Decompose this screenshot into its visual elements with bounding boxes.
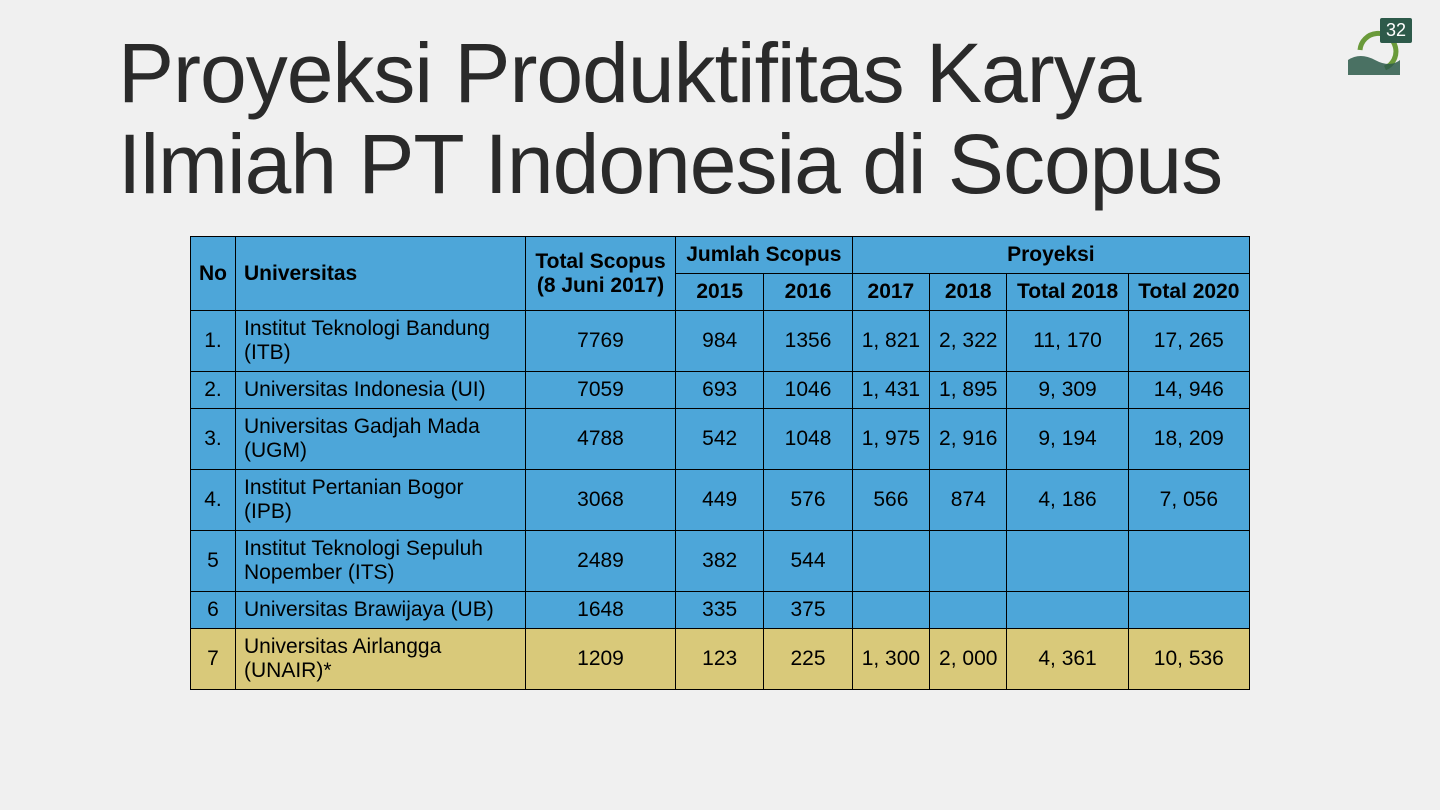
cell-2015: 382 bbox=[676, 531, 764, 592]
cell-2017: 1, 821 bbox=[852, 311, 929, 372]
cell-universitas: Universitas Airlangga (UNAIR)* bbox=[236, 629, 526, 690]
cell-universitas: Institut Teknologi Bandung (ITB) bbox=[236, 311, 526, 372]
cell-total: 3068 bbox=[526, 470, 676, 531]
cell-no: 7 bbox=[191, 629, 236, 690]
col-2015: 2015 bbox=[676, 274, 764, 311]
cell-total-2018 bbox=[1007, 592, 1128, 629]
cell-total-2018: 11, 170 bbox=[1007, 311, 1128, 372]
cell-total-2020: 18, 209 bbox=[1128, 409, 1249, 470]
table-row: 4.Institut Pertanian Bogor (IPB)30684495… bbox=[191, 470, 1250, 531]
cell-no: 6 bbox=[191, 592, 236, 629]
cell-universitas: Universitas Gadjah Mada (UGM) bbox=[236, 409, 526, 470]
cell-2018 bbox=[930, 531, 1007, 592]
cell-total-2018: 4, 361 bbox=[1007, 629, 1128, 690]
table-row: 3.Universitas Gadjah Mada (UGM)478854210… bbox=[191, 409, 1250, 470]
data-table: No Universitas Total Scopus (8 Juni 2017… bbox=[190, 236, 1250, 690]
cell-2016: 544 bbox=[764, 531, 852, 592]
cell-total: 7059 bbox=[526, 372, 676, 409]
col-total-scopus: Total Scopus (8 Juni 2017) bbox=[526, 237, 676, 311]
cell-2018: 874 bbox=[930, 470, 1007, 531]
cell-no: 5 bbox=[191, 531, 236, 592]
cell-2017: 1, 300 bbox=[852, 629, 929, 690]
cell-total: 4788 bbox=[526, 409, 676, 470]
cell-2016: 576 bbox=[764, 470, 852, 531]
cell-total: 7769 bbox=[526, 311, 676, 372]
cell-2016: 225 bbox=[764, 629, 852, 690]
cell-2018: 2, 322 bbox=[930, 311, 1007, 372]
cell-2015: 542 bbox=[676, 409, 764, 470]
cell-2015: 335 bbox=[676, 592, 764, 629]
cell-2016: 1046 bbox=[764, 372, 852, 409]
cell-total-2020: 10, 536 bbox=[1128, 629, 1249, 690]
cell-total-2020: 14, 946 bbox=[1128, 372, 1249, 409]
cell-total-2018: 9, 194 bbox=[1007, 409, 1128, 470]
cell-2017: 1, 431 bbox=[852, 372, 929, 409]
col-universitas: Universitas bbox=[236, 237, 526, 311]
cell-no: 1. bbox=[191, 311, 236, 372]
cell-total-2020 bbox=[1128, 592, 1249, 629]
table-row: 5Institut Teknologi Sepuluh Nopember (IT… bbox=[191, 531, 1250, 592]
cell-2015: 984 bbox=[676, 311, 764, 372]
table-row: 2.Universitas Indonesia (UI)705969310461… bbox=[191, 372, 1250, 409]
page-title: Proyeksi Produktifitas Karya Ilmiah PT I… bbox=[118, 28, 1318, 209]
cell-2018: 2, 916 bbox=[930, 409, 1007, 470]
cell-total: 1648 bbox=[526, 592, 676, 629]
cell-2017 bbox=[852, 592, 929, 629]
cell-2015: 693 bbox=[676, 372, 764, 409]
cell-total-2020 bbox=[1128, 531, 1249, 592]
cell-universitas: Universitas Indonesia (UI) bbox=[236, 372, 526, 409]
col-group-jumlah: Jumlah Scopus bbox=[676, 237, 853, 274]
col-2016: 2016 bbox=[764, 274, 852, 311]
cell-total-2018: 4, 186 bbox=[1007, 470, 1128, 531]
cell-2018: 2, 000 bbox=[930, 629, 1007, 690]
cell-2018 bbox=[930, 592, 1007, 629]
cell-2015: 123 bbox=[676, 629, 764, 690]
cell-total: 1209 bbox=[526, 629, 676, 690]
cell-2017: 566 bbox=[852, 470, 929, 531]
col-2017: 2017 bbox=[852, 274, 929, 311]
col-group-proyeksi: Proyeksi bbox=[852, 237, 1249, 274]
col-total-2018: Total 2018 bbox=[1007, 274, 1128, 311]
cell-total-2018: 9, 309 bbox=[1007, 372, 1128, 409]
cell-2017 bbox=[852, 531, 929, 592]
col-no: No bbox=[191, 237, 236, 311]
col-2018: 2018 bbox=[930, 274, 1007, 311]
table-row: 6Universitas Brawijaya (UB)1648335375 bbox=[191, 592, 1250, 629]
page-number: 32 bbox=[1380, 18, 1412, 43]
col-total-2020: Total 2020 bbox=[1128, 274, 1249, 311]
cell-2016: 1356 bbox=[764, 311, 852, 372]
table-row: 1.Institut Teknologi Bandung (ITB)776998… bbox=[191, 311, 1250, 372]
cell-2016: 1048 bbox=[764, 409, 852, 470]
cell-2017: 1, 975 bbox=[852, 409, 929, 470]
cell-universitas: Institut Teknologi Sepuluh Nopember (ITS… bbox=[236, 531, 526, 592]
cell-no: 2. bbox=[191, 372, 236, 409]
cell-no: 3. bbox=[191, 409, 236, 470]
cell-total-2018 bbox=[1007, 531, 1128, 592]
cell-2016: 375 bbox=[764, 592, 852, 629]
cell-2015: 449 bbox=[676, 470, 764, 531]
cell-total: 2489 bbox=[526, 531, 676, 592]
cell-universitas: Universitas Brawijaya (UB) bbox=[236, 592, 526, 629]
cell-no: 4. bbox=[191, 470, 236, 531]
cell-2018: 1, 895 bbox=[930, 372, 1007, 409]
table-row: 7Universitas Airlangga (UNAIR)*120912322… bbox=[191, 629, 1250, 690]
cell-total-2020: 17, 265 bbox=[1128, 311, 1249, 372]
cell-total-2020: 7, 056 bbox=[1128, 470, 1249, 531]
cell-universitas: Institut Pertanian Bogor (IPB) bbox=[236, 470, 526, 531]
